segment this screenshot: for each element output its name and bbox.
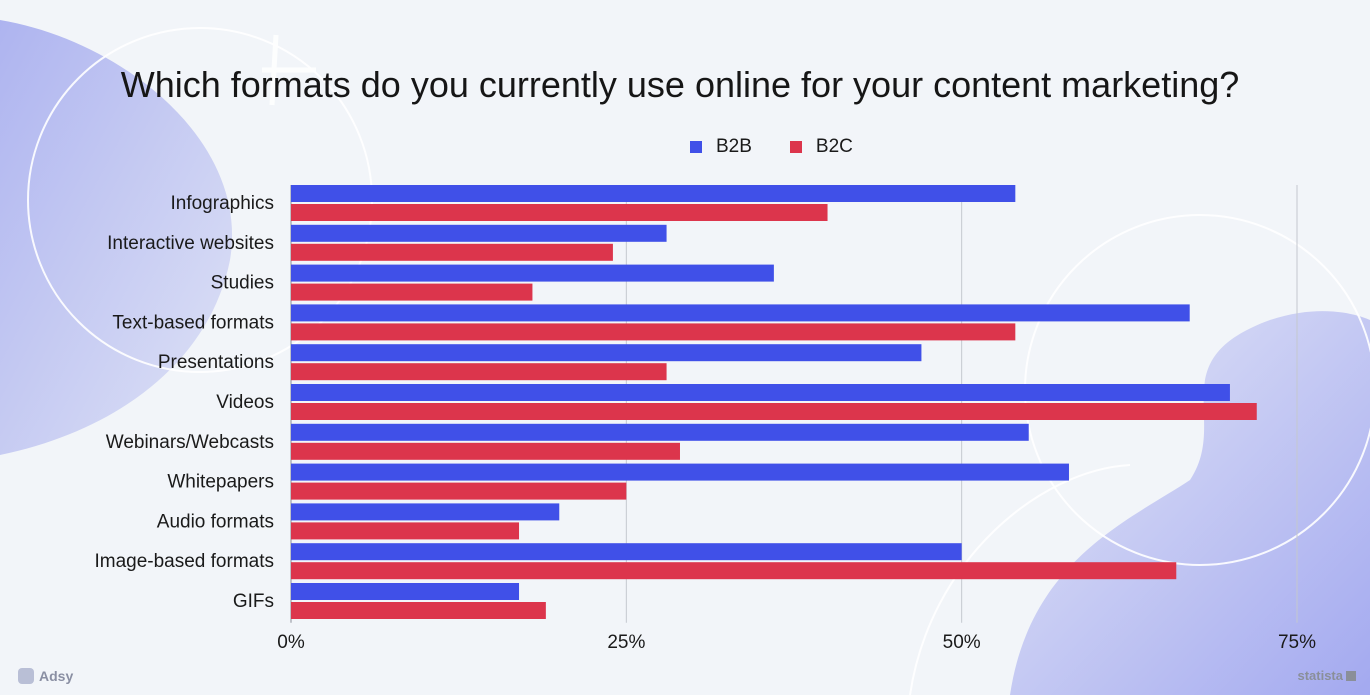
legend-swatch-b2c xyxy=(789,141,802,153)
bar-b2b[interactable] xyxy=(291,224,667,242)
bar-b2c[interactable] xyxy=(291,482,627,500)
bar-b2b[interactable] xyxy=(291,583,520,600)
bar-b2c[interactable] xyxy=(291,204,828,221)
bar-b2b[interactable] xyxy=(291,264,774,282)
bar-b2c[interactable] xyxy=(291,403,1257,420)
legend-item-b2c[interactable]: B2C xyxy=(789,136,853,158)
bar-b2c[interactable] xyxy=(291,243,613,261)
category-label: Videos xyxy=(216,392,274,413)
adsy-logo-icon xyxy=(18,668,34,684)
category-label: Presentations xyxy=(158,352,274,373)
bar-b2b[interactable] xyxy=(291,344,922,362)
bar-b2b[interactable] xyxy=(291,304,1190,322)
category-label: Image-based formats xyxy=(94,551,274,572)
bar-b2b[interactable] xyxy=(291,185,1016,202)
bar-b2c[interactable] xyxy=(291,562,1177,580)
legend-label-b2c: B2C xyxy=(815,136,853,157)
x-tick-label: 0% xyxy=(277,632,305,653)
statista-logo-text: statista xyxy=(1297,668,1343,683)
bar-b2c[interactable] xyxy=(291,522,520,540)
x-tick-label: 50% xyxy=(943,632,981,653)
bar-b2b[interactable] xyxy=(291,384,1230,401)
chart-title: Which formats do you currently use onlin… xyxy=(120,64,1240,105)
x-tick-label: 75% xyxy=(1278,632,1316,653)
legend: B2B B2C xyxy=(690,136,891,158)
bar-b2b[interactable] xyxy=(291,463,1069,481)
category-label: Interactive websites xyxy=(107,233,274,254)
adsy-logo-text: Adsy xyxy=(39,668,74,684)
category-label: Text-based formats xyxy=(112,312,274,333)
bar-b2c[interactable] xyxy=(291,363,667,381)
bar-b2c[interactable] xyxy=(291,602,546,619)
statista-logo-icon xyxy=(1346,670,1356,681)
legend-item-b2b[interactable]: B2B xyxy=(690,136,752,158)
category-label: GIFs xyxy=(233,591,274,612)
legend-label-b2b: B2B xyxy=(716,136,752,157)
bar-b2b[interactable] xyxy=(291,503,560,521)
category-label: Webinars/Webcasts xyxy=(106,432,274,453)
category-label: Whitepapers xyxy=(167,472,274,493)
statista-logo: statista xyxy=(1297,668,1356,683)
bar-b2c[interactable] xyxy=(291,442,680,460)
legend-swatch-b2b xyxy=(690,141,702,153)
x-tick-label: 25% xyxy=(607,632,645,653)
category-label: Audio formats xyxy=(157,511,274,532)
bar-b2c[interactable] xyxy=(291,323,1016,341)
bar-b2c[interactable] xyxy=(291,283,533,301)
bar-b2b[interactable] xyxy=(291,423,1029,441)
bar-b2b[interactable] xyxy=(291,543,962,561)
adsy-logo: Adsy xyxy=(18,668,73,684)
category-label: Studies xyxy=(211,273,274,294)
category-label: Infographics xyxy=(170,193,274,214)
